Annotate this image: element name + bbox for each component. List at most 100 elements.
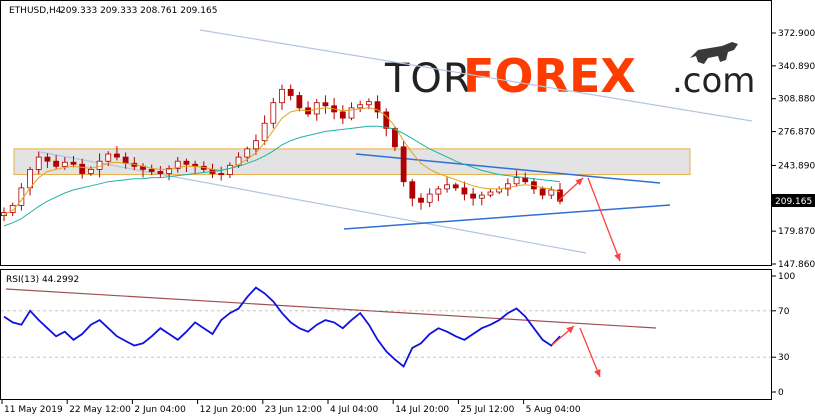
time-tick-label: 23 Jun 12:00 — [265, 405, 322, 415]
candle — [157, 166, 164, 178]
candle-body — [87, 169, 94, 174]
candle — [418, 193, 424, 210]
time-tick-label: 14 Jul 20:00 — [395, 405, 449, 415]
candle-body — [487, 191, 494, 196]
candle-body — [357, 104, 364, 109]
candle-body — [157, 171, 164, 174]
price-tick-label: 243.890 — [778, 161, 815, 171]
rsi-panel-frame — [0, 269, 772, 400]
candle-body — [226, 164, 233, 175]
arrow-head-icon — [614, 253, 621, 261]
candle — [235, 152, 242, 168]
candle — [504, 178, 511, 197]
forecast-arrow-up — [557, 177, 584, 202]
torforex-logo: TOR FOREX .com — [384, 42, 755, 103]
candle — [183, 158, 190, 173]
candle-body — [444, 184, 450, 190]
candle-body — [148, 169, 155, 172]
candle — [461, 181, 468, 201]
candle-body — [122, 156, 129, 164]
candle-body — [287, 88, 294, 96]
time-tick-label: 11 May 2019 — [4, 405, 63, 415]
candle-body — [557, 189, 563, 202]
candle — [79, 158, 86, 179]
candle — [87, 166, 94, 176]
price-tick-label: 179.870 — [778, 227, 815, 237]
candle-body — [9, 204, 16, 213]
candle — [279, 84, 285, 110]
candle — [9, 202, 16, 217]
time-tick-label: 22 May 12:00 — [69, 405, 131, 415]
candle — [18, 183, 25, 211]
candle-body — [261, 122, 268, 142]
candle — [539, 186, 546, 200]
candle — [70, 156, 77, 168]
candle — [218, 166, 225, 181]
price-panel-frame — [0, 0, 772, 266]
candle-body — [166, 167, 172, 174]
candle-body — [461, 187, 468, 195]
candle-body — [235, 156, 242, 166]
candle-body — [348, 107, 355, 119]
candle — [322, 95, 329, 114]
descending-trend-line — [355, 153, 661, 184]
price-tick-label: 308.880 — [778, 95, 815, 105]
candle-body — [244, 148, 251, 158]
candle — [435, 186, 442, 201]
logo-forex-text: FOREX — [463, 49, 636, 103]
candle-body — [435, 188, 442, 195]
rsi-forecast-arrow-up — [551, 325, 575, 346]
price-panel — [1, 29, 753, 262]
candle-body — [70, 161, 77, 165]
candle — [44, 153, 51, 169]
candle-body — [183, 160, 190, 165]
candle-body — [426, 193, 433, 203]
current-price-label: 209.165 — [775, 197, 812, 207]
candle-body — [539, 188, 546, 196]
candle-body — [296, 95, 303, 109]
arrow-head-icon — [566, 326, 574, 334]
candle — [339, 105, 346, 125]
price-tick-label: 372.900 — [778, 29, 815, 39]
candle-body — [114, 153, 120, 158]
ohlc-values: 209.333 209.333 208.761 209.165 — [60, 6, 217, 16]
rsi-tick-label: 30 — [778, 353, 790, 363]
forecast-path — [587, 177, 621, 262]
moving-average-slow-line — [3, 125, 561, 227]
candle-body — [400, 146, 407, 183]
candle — [305, 101, 311, 117]
candle — [374, 95, 381, 119]
candle-body — [105, 153, 112, 162]
rsi-trend-line — [5, 288, 657, 329]
candle — [166, 165, 172, 181]
candle-body — [279, 88, 285, 104]
arrow-head-icon — [594, 369, 601, 377]
candle-body — [365, 101, 372, 106]
candle — [383, 108, 390, 137]
candle — [452, 182, 459, 191]
candle — [487, 188, 494, 198]
time-tick-label: 12 Jun 20:00 — [200, 405, 257, 415]
candle — [270, 97, 277, 129]
candle — [348, 102, 355, 121]
candle — [53, 155, 60, 169]
rsi-forecast-arrow-down — [579, 327, 601, 378]
axes: 372.900 340.890 308.880 276.870 243.890 179.8… — [1, 29, 815, 415]
rsi-panel — [1, 286, 771, 378]
forecast-path — [579, 327, 601, 378]
candle-body — [218, 173, 225, 175]
time-tick-label: 5 Aug 04:00 — [526, 405, 581, 415]
time-tick-label: 4 Jul 04:00 — [330, 405, 379, 415]
time-tick-label: 25 Jul 12:00 — [460, 405, 514, 415]
candle — [287, 84, 294, 101]
candle — [478, 191, 485, 206]
rsi-line — [3, 286, 561, 368]
rsi-tick-label: 70 — [778, 307, 790, 317]
forecast-arrow-down — [587, 177, 621, 262]
candle — [426, 188, 433, 208]
candle — [261, 115, 268, 145]
resistance-zone — [13, 148, 691, 176]
candle-body — [383, 111, 390, 129]
candle-body — [61, 161, 68, 167]
